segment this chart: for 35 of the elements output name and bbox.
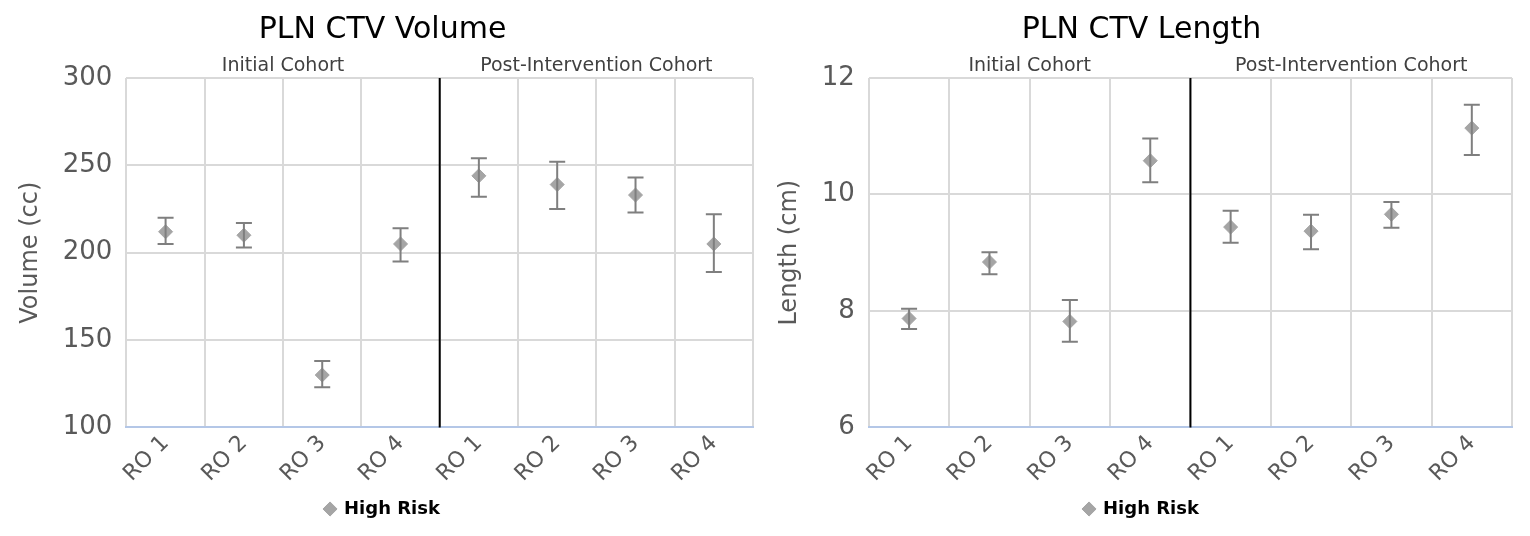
y-axis-title: Length (cm) [773, 179, 802, 326]
text: Post-Intervention Cohort [480, 53, 713, 76]
text: Post-Intervention Cohort [1235, 53, 1468, 76]
x-tick-label: RO 3 [274, 429, 330, 486]
y-tick-label: 8 [838, 293, 855, 324]
x-tick-label: RO 4 [1423, 429, 1480, 486]
y-tick-label: 6 [838, 410, 855, 441]
chart-title: PLN CTV Length [1021, 9, 1262, 45]
x-tick-label: RO 1 [117, 429, 174, 486]
text: Initial Cohort [221, 53, 345, 76]
x-tick-label: RO 1 [1182, 429, 1239, 486]
x-tick-label: RO 4 [352, 429, 409, 486]
x-tick-label: RO 2 [941, 429, 998, 486]
y-tick-label: 10 [821, 177, 855, 208]
y-axis-title: Volume (cc) [14, 181, 43, 324]
legend-label: High Risk [344, 496, 441, 518]
x-tick-label: RO 3 [587, 429, 644, 486]
x-tick-label: RO 4 [1102, 429, 1158, 486]
x-tick-label: RO 1 [861, 429, 917, 486]
x-tick-label: RO 4 [665, 429, 722, 486]
y-tick-label: 300 [62, 60, 113, 91]
x-tick-label: RO 3 [1343, 429, 1399, 486]
x-tick-label: RO 2 [1263, 429, 1319, 486]
legend-label: High Risk [1103, 496, 1200, 518]
x-tick-label: RO 2 [195, 429, 252, 486]
y-tick-label: 12 [821, 60, 855, 91]
y-tick-label: 200 [62, 235, 113, 266]
text: Initial Cohort [968, 53, 1091, 76]
x-tick-label: RO 1 [430, 429, 487, 486]
y-tick-label: 100 [62, 410, 113, 441]
x-tick-label: RO 2 [509, 429, 565, 486]
y-tick-label: 150 [62, 322, 113, 353]
y-tick-label: 250 [62, 148, 113, 179]
x-tick-label: RO 3 [1021, 429, 1078, 486]
chart-title: PLN CTV Volume [258, 9, 507, 45]
